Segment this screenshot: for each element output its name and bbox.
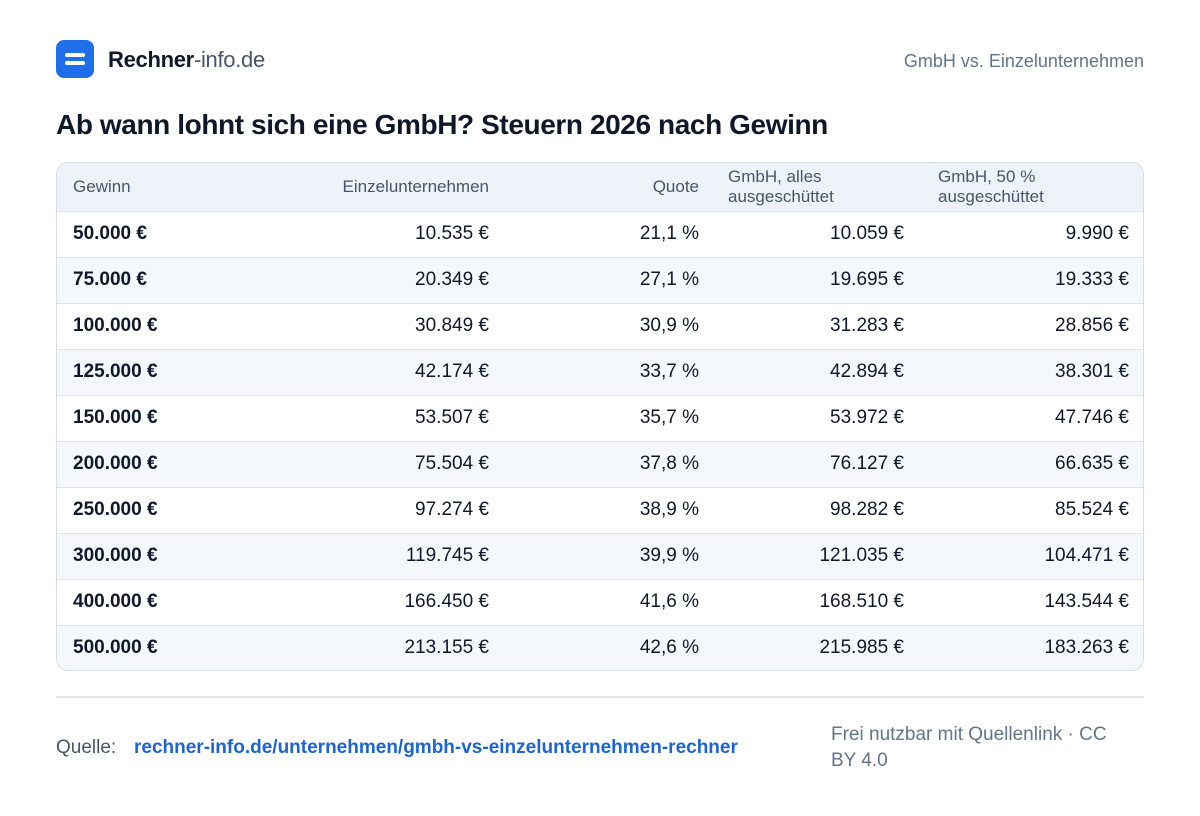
column-header-gmbh-half: GmbH, 50 % ausgeschüttet [938, 166, 1044, 206]
cell-quote: 42,6 % [639, 637, 699, 659]
cell-gmbh-full: 121.035 € [819, 545, 904, 566]
logo-icon[interactable] [56, 40, 94, 78]
cell-gewinn: 50.000 € [73, 223, 147, 244]
table-row: 100.000 € 30.849 € 30,9 % 31.283 € 28.856 € [57, 303, 1143, 349]
cell-gmbh-half: 38.301 € [1055, 361, 1129, 382]
table-row: 250.000 € 97.274 € 38,9 % 98.282 € 85.524 € [57, 487, 1143, 533]
cell-gewinn: 500.000 € [73, 637, 158, 659]
cell-quote: 37,8 % [639, 453, 699, 474]
license-note: Frei nutzbar mit Quellenlink · CC BY 4.0 [831, 724, 1107, 771]
table-header-row: Gewinn Einzelunternehmen Quote GmbH, all… [57, 163, 1143, 211]
cell-gmbh-half: 143.544 € [1044, 591, 1129, 612]
cell-einzelunternehmen: 10.535 € [415, 223, 489, 244]
tax-comparison-table: Gewinn Einzelunternehmen Quote GmbH, all… [56, 162, 1144, 671]
cell-gmbh-half: 9.990 € [1065, 223, 1129, 244]
cell-gmbh-half: 19.333 € [1055, 269, 1129, 290]
cell-gewinn: 75.000 € [73, 269, 147, 290]
column-header-quote: Quote [652, 176, 699, 196]
cell-gmbh-full: 10.059 € [830, 223, 904, 244]
table-row: 400.000 € 166.450 € 41,6 % 168.510 € 143.544… [57, 579, 1143, 625]
cell-quote: 39,9 % [639, 545, 699, 566]
cell-gmbh-full: 215.985 € [819, 637, 904, 659]
cell-einzelunternehmen: 30.849 € [415, 315, 489, 336]
cell-quote: 35,7 % [639, 407, 699, 428]
table-row: 75.000 € 20.349 € 27,1 % 19.695 € 19.333 € [57, 257, 1143, 303]
table-row: 125.000 € 42.174 € 33,7 % 42.894 € 38.301 € [57, 349, 1143, 395]
divider [56, 696, 1144, 698]
page-topic: GmbH vs. Einzelunternehmen [903, 51, 1144, 71]
cell-gewinn: 125.000 € [73, 361, 158, 382]
cell-quote: 21,1 % [639, 223, 699, 244]
cell-einzelunternehmen: 213.155 € [404, 637, 489, 659]
cell-gmbh-full: 31.283 € [830, 315, 904, 336]
brand-name-strong: Rechner [108, 47, 194, 72]
cell-gewinn: 400.000 € [73, 591, 158, 612]
table-row: 50.000 € 10.535 € 21,1 % 10.059 € 9.990 € [57, 211, 1143, 257]
header: Rechner-info.de GmbH vs. Einzelunternehm… [56, 40, 1144, 78]
cell-einzelunternehmen: 119.745 € [405, 545, 489, 566]
cell-einzelunternehmen: 42.174 € [415, 361, 489, 382]
table-row: 150.000 € 53.507 € 35,7 % 53.972 € 47.746 € [57, 395, 1143, 441]
cell-gmbh-half: 104.471 € [1044, 545, 1129, 566]
table-body: 50.000 € 10.535 € 21,1 % 10.059 € 9.990 € 75.… [57, 211, 1143, 670]
cell-gmbh-half: 66.635 € [1055, 453, 1129, 474]
cell-gmbh-half: 28.856 € [1055, 315, 1129, 336]
cell-einzelunternehmen: 53.507 € [415, 407, 489, 428]
cell-gmbh-full: 168.510 € [819, 591, 904, 612]
table-row: 300.000 € 119.745 € 39,9 % 121.035 € 104.471… [57, 533, 1143, 579]
cell-quote: 33,7 % [639, 361, 699, 382]
cell-gewinn: 100.000 € [73, 315, 158, 336]
cell-gmbh-full: 98.282 € [830, 499, 904, 520]
cell-quote: 30,9 % [639, 315, 699, 336]
column-header-einzelunternehmen: Einzelunternehmen [342, 176, 489, 196]
cell-gmbh-full: 53.972 € [830, 407, 904, 428]
cell-gmbh-full: 19.695 € [830, 269, 904, 290]
source-link[interactable]: rechner-info.de/unternehmen/gmbh-vs-einz… [134, 737, 738, 758]
cell-quote: 38,9 % [639, 499, 699, 520]
footer: Quelle: rechner-info.de/unternehmen/gmbh… [56, 722, 1144, 778]
cell-einzelunternehmen: 97.274 € [415, 499, 489, 520]
source-label: Quelle: [56, 737, 117, 758]
cell-einzelunternehmen: 166.450 € [404, 591, 489, 612]
cell-gmbh-half: 47.746 € [1055, 407, 1129, 428]
cell-einzelunternehmen: 75.504 € [415, 453, 489, 474]
brand-name[interactable]: Rechner-info.de [108, 47, 265, 73]
page-title: Ab wann lohnt sich eine GmbH? Steuern 20… [56, 109, 828, 140]
table-row: 500.000 € 213.155 € 42,6 % 215.985 € 183.263… [57, 625, 1143, 670]
table-row: 200.000 € 75.504 € 37,8 % 76.127 € 66.635 € [57, 441, 1143, 487]
cell-quote: 41,6 % [639, 591, 699, 612]
column-header-gmbh-full: GmbH, alles ausgeschüttet [728, 166, 834, 206]
cell-gewinn: 300.000 € [73, 545, 158, 566]
cell-gmbh-full: 42.894 € [830, 361, 904, 382]
column-header-gewinn: Gewinn [73, 176, 131, 196]
cell-quote: 27,1 % [639, 269, 699, 290]
cell-gewinn: 250.000 € [73, 499, 158, 520]
cell-einzelunternehmen: 20.349 € [415, 269, 489, 290]
brand-name-light: -info.de [193, 47, 265, 72]
cell-gmbh-half: 183.263 € [1044, 637, 1129, 659]
cell-gmbh-half: 85.524 € [1055, 499, 1129, 520]
cell-gewinn: 200.000 € [73, 453, 158, 474]
cell-gmbh-full: 76.127 € [830, 453, 904, 474]
cell-gewinn: 150.000 € [73, 407, 158, 428]
